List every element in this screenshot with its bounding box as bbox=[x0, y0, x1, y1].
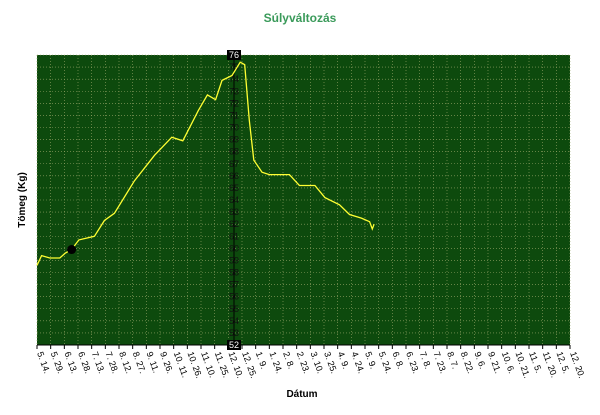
y-tick-label: 66 bbox=[229, 171, 239, 181]
y-tick-label: 59 bbox=[229, 255, 239, 265]
x-axis-title: Dátum bbox=[286, 389, 317, 400]
y-tick-label: 54 bbox=[229, 316, 239, 326]
y-axis-title: Tömeg (Kg) bbox=[17, 172, 28, 228]
y-tick-label: 71 bbox=[229, 110, 239, 120]
y-tick-label: 52 bbox=[229, 340, 239, 350]
y-tick-label: 73 bbox=[229, 86, 239, 96]
y-tick-label: 69 bbox=[229, 135, 239, 145]
y-tick-label: 75 bbox=[229, 62, 239, 72]
y-tick-box bbox=[227, 50, 241, 60]
line bbox=[36, 61, 375, 266]
y-tick-label: 60 bbox=[229, 243, 239, 253]
y-tick-box bbox=[227, 340, 241, 350]
marker bbox=[67, 245, 77, 255]
y-tick-label: 63 bbox=[229, 207, 239, 217]
x-tick-label: 12. 20. bbox=[568, 350, 587, 379]
y-tick-label: 70 bbox=[229, 123, 239, 133]
y-tick-label: 76 bbox=[229, 50, 239, 60]
y-tick-label: 72 bbox=[229, 98, 239, 108]
y-tick-label: 64 bbox=[229, 195, 239, 205]
y-tick-label: 57 bbox=[229, 280, 239, 290]
y-tick-label: 61 bbox=[229, 231, 239, 241]
y-tick-label: 53 bbox=[229, 328, 239, 338]
y-tick-label: 58 bbox=[229, 268, 239, 278]
y-tick-label: 56 bbox=[229, 292, 239, 302]
y-tick-label: 74 bbox=[229, 74, 239, 84]
y-tick-label: 55 bbox=[229, 304, 239, 314]
y-tick-label: 67 bbox=[229, 159, 239, 169]
y-tick-label: 62 bbox=[229, 219, 239, 229]
y-tick-label: 65 bbox=[229, 183, 239, 193]
y-tick-label: 68 bbox=[229, 147, 239, 157]
chart-title: Súlyváltozás bbox=[264, 11, 337, 25]
